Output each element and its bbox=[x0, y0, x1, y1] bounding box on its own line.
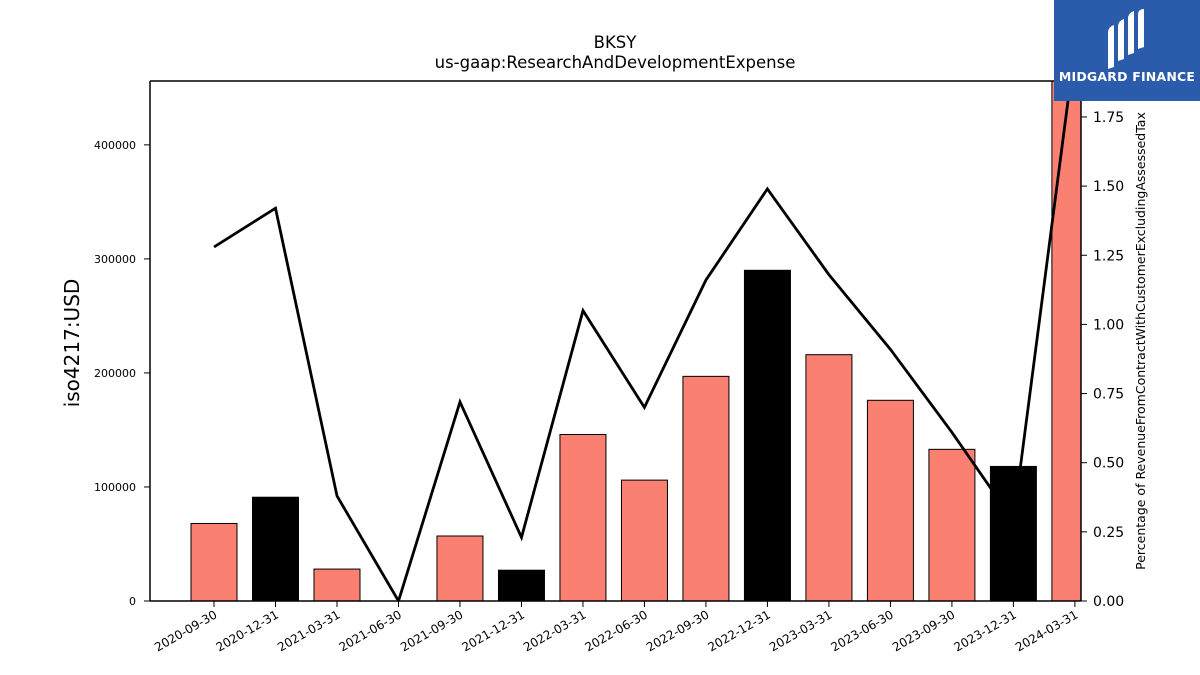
bar bbox=[928, 448, 976, 601]
bar bbox=[313, 568, 361, 601]
y2-axis-label: Percentage of RevenueFromContractWithCus… bbox=[1133, 112, 1148, 570]
x-tick-label: 2023-12-31 bbox=[952, 607, 1019, 654]
x-tick-label: 2022-12-31 bbox=[706, 607, 773, 654]
x-tick-label: 2021-09-30 bbox=[398, 607, 465, 654]
bar bbox=[620, 479, 668, 601]
bar bbox=[682, 375, 730, 601]
x-tick-label: 2024-03-31 bbox=[1013, 607, 1080, 654]
x-tick-label: 2020-12-31 bbox=[214, 607, 281, 654]
logo-mark-icon bbox=[1108, 9, 1144, 69]
bar bbox=[1051, 81, 1081, 601]
y2-tick-label: 1.50 bbox=[1093, 179, 1124, 195]
chart-subtitle: us-gaap:ResearchAndDevelopmentExpense bbox=[435, 53, 796, 72]
y-axis-label: iso4217:USD bbox=[60, 279, 84, 408]
x-tick-label: 2023-09-30 bbox=[890, 607, 957, 654]
bar bbox=[805, 354, 853, 601]
bar bbox=[190, 522, 238, 601]
x-tick-label: 2022-03-31 bbox=[521, 607, 588, 654]
y-tick-label: 300000 bbox=[94, 253, 136, 266]
y2-tick-label: 0.75 bbox=[1093, 387, 1124, 403]
bar bbox=[436, 535, 484, 601]
line-series bbox=[213, 81, 1072, 601]
y-tick-label: 200000 bbox=[94, 367, 136, 380]
logo-text: MIDGARD FINANCE bbox=[1058, 69, 1196, 84]
x-tick-label: 2021-12-31 bbox=[460, 607, 527, 654]
y-tick-label: 100000 bbox=[94, 481, 136, 494]
bar bbox=[559, 434, 607, 601]
y2-tick-label: 0.50 bbox=[1093, 456, 1124, 472]
x-tick-label: 2023-03-31 bbox=[767, 607, 834, 654]
y2-tick-label: 0.25 bbox=[1093, 525, 1124, 541]
y2-tick-label: 0.00 bbox=[1093, 594, 1124, 610]
x-tick-label: 2022-06-30 bbox=[583, 607, 650, 654]
x-tick-label: 2022-09-30 bbox=[644, 607, 711, 654]
y2-tick-label: 1.25 bbox=[1093, 248, 1124, 264]
bar bbox=[743, 269, 791, 601]
bar bbox=[251, 496, 299, 601]
bar bbox=[497, 569, 545, 601]
y2-tick-label: 1.00 bbox=[1093, 317, 1124, 333]
y-tick-label: 0 bbox=[129, 595, 136, 608]
bar bbox=[989, 465, 1037, 601]
x-tick-label: 2023-06-30 bbox=[829, 607, 896, 654]
y-tick-label: 400000 bbox=[94, 139, 136, 152]
chart-title: BKSY bbox=[594, 33, 638, 52]
midgard-finance-logo: MIDGARD FINANCE bbox=[1054, 0, 1200, 101]
x-tick-label: 2020-09-30 bbox=[152, 607, 219, 654]
bar bbox=[866, 399, 914, 601]
y2-tick-label: 1.75 bbox=[1093, 110, 1124, 126]
x-tick-label: 2021-03-31 bbox=[275, 607, 342, 654]
x-tick-label: 2021-06-30 bbox=[337, 607, 404, 654]
